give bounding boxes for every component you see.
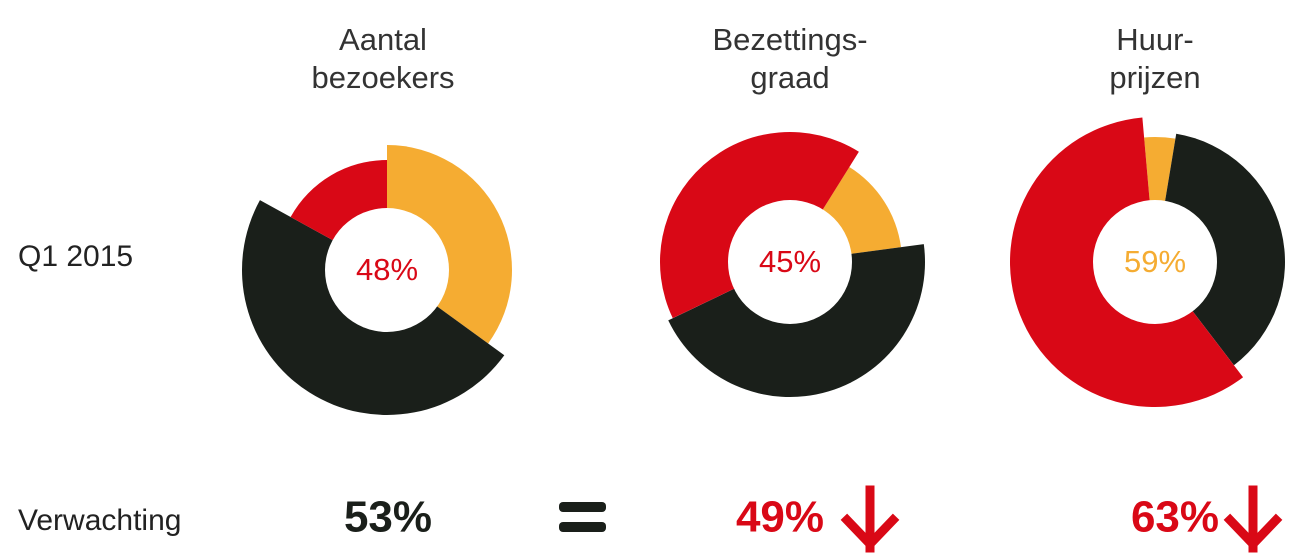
- center-label: 59%: [1124, 244, 1186, 279]
- donut-segment: [1144, 137, 1176, 262]
- chart-title: Aantal: [339, 22, 427, 57]
- expectation-value: 49%: [736, 493, 824, 542]
- equal-bar: [559, 522, 606, 532]
- down-arrow: [1223, 485, 1283, 553]
- donut-hole: [728, 200, 852, 324]
- donut-segment: [387, 145, 512, 344]
- center-label: 48%: [356, 252, 418, 287]
- donut-hole: [325, 208, 449, 332]
- expectation-value: 53%: [344, 493, 432, 542]
- chart-title: Huur-: [1116, 22, 1194, 57]
- chart-title: prijzen: [1109, 60, 1200, 95]
- chart-title: graad: [750, 60, 829, 95]
- equal-bar: [559, 502, 606, 512]
- equal-icon: [559, 502, 606, 532]
- center-label: 45%: [759, 244, 821, 279]
- expectation-value: 63%: [1131, 493, 1219, 542]
- row-label: Verwachting: [18, 504, 181, 537]
- chart-title: bezoekers: [311, 60, 454, 95]
- donut-segment: [1155, 133, 1285, 366]
- down-arrow: [840, 485, 900, 553]
- chart-title: Bezettings-: [712, 22, 867, 57]
- row-label: Q1 2015: [18, 240, 133, 273]
- donut-hole: [1093, 200, 1217, 324]
